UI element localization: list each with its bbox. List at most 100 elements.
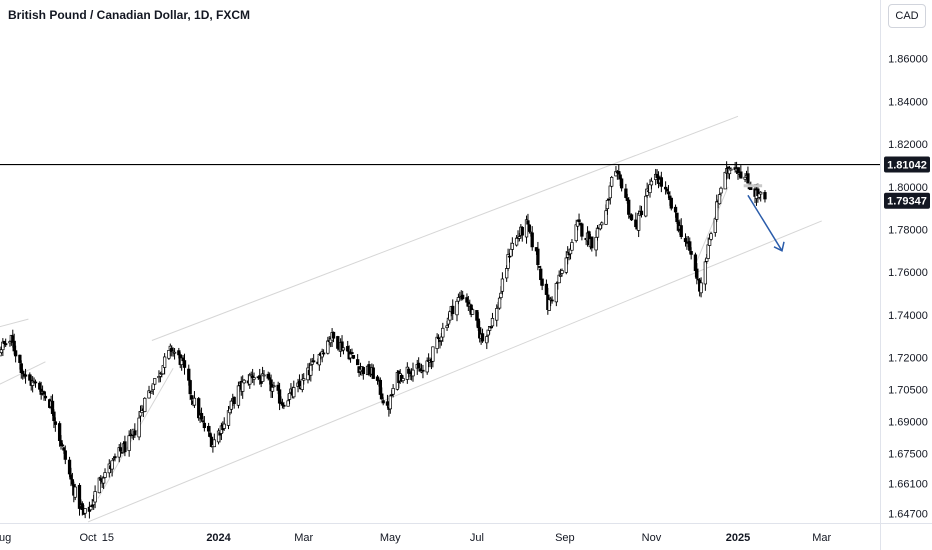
- candle-body-354: [699, 282, 703, 294]
- candle-body-126: [248, 374, 252, 385]
- candle-body-363: [717, 194, 722, 205]
- candle-body-264: [520, 226, 524, 236]
- candle-body-145: [286, 400, 290, 407]
- candle-body-96: [188, 380, 192, 395]
- candle-body-179: [351, 354, 356, 359]
- candle-body-308: [608, 185, 612, 199]
- candle-body-61: [118, 447, 123, 452]
- candle-body-124: [242, 379, 246, 384]
- candle-body-139: [272, 385, 276, 388]
- candle-body-90: [177, 350, 181, 356]
- candle-body-46: [89, 506, 93, 511]
- candle-body-326: [645, 188, 649, 196]
- candle-body-301: [595, 227, 600, 238]
- price-label-bg-0: [884, 156, 930, 173]
- candle-body-309: [610, 177, 614, 187]
- candle-body-336: [665, 188, 669, 192]
- candle-body-340: [673, 206, 678, 213]
- candle-body-105: [206, 425, 211, 432]
- candle-body-215: [425, 360, 429, 373]
- candle-body-319: [629, 214, 634, 221]
- candle-body-239: [470, 309, 475, 315]
- candle-body-199: [391, 388, 395, 395]
- candle-body-89: [172, 351, 177, 354]
- candle-body-94: [182, 360, 187, 368]
- x-tick-label-7: Sep: [555, 532, 575, 544]
- price-label-1: 1.79347: [887, 196, 927, 208]
- x-tick-label-9: 2025: [726, 532, 750, 544]
- candle-body-141: [277, 389, 282, 404]
- candle-body-30: [57, 423, 62, 441]
- candle-body-289: [570, 242, 574, 251]
- candle-body-33: [62, 447, 66, 451]
- candle-body-348: [688, 241, 692, 251]
- candle-body-285: [564, 257, 568, 273]
- y-tick-label-4: 1.78000: [888, 224, 928, 236]
- candle-body-10: [18, 354, 22, 363]
- candle-body-267: [527, 224, 532, 232]
- candle-body-4: [4, 343, 8, 346]
- candle-body-184: [361, 367, 365, 375]
- candle-body-119: [232, 396, 236, 405]
- candle-body-123: [241, 381, 245, 392]
- candle-body-197: [388, 395, 392, 410]
- candle-body-57: [110, 460, 114, 470]
- arrow-down-icon: [773, 241, 785, 252]
- candle-body-345: [683, 238, 688, 243]
- candle-body-47: [90, 504, 94, 507]
- candle-body-349: [689, 251, 693, 255]
- candle-body-146: [287, 393, 292, 400]
- candle-body-149: [292, 387, 296, 398]
- candle-body-44: [83, 508, 87, 514]
- candle-body-283: [558, 275, 563, 277]
- candle-body-294: [580, 223, 584, 237]
- x-tick-label-5: May: [380, 532, 401, 544]
- candle-body-144: [282, 404, 286, 407]
- candle-body-104: [202, 422, 207, 429]
- candle-body-225: [445, 325, 449, 329]
- candle-body-368: [727, 168, 732, 175]
- candle-body-28: [52, 411, 56, 422]
- x-tick-label-1: Oct: [79, 532, 96, 544]
- candle-body-335: [663, 186, 668, 190]
- candle-body-97: [189, 395, 194, 400]
- candle-body-260: [514, 237, 519, 246]
- candle-body-24: [43, 395, 48, 399]
- candle-body-379: [749, 186, 753, 191]
- candle-body-154: [302, 378, 306, 381]
- currency-button[interactable]: CAD: [888, 4, 926, 28]
- candle-body-262: [517, 236, 522, 239]
- candle-body-361: [715, 201, 719, 220]
- candle-body-151: [297, 380, 302, 387]
- price-axis-border: [880, 0, 881, 550]
- candle-body-129: [252, 377, 256, 380]
- candle-body-70: [137, 417, 141, 438]
- candle-body-255: [505, 268, 509, 279]
- candle-body-99: [192, 397, 197, 406]
- candle-body-341: [675, 212, 679, 223]
- candle-body-299: [590, 236, 594, 249]
- candle-body-275: [544, 283, 549, 295]
- candle-body-214: [421, 369, 425, 372]
- candle-body-164: [321, 352, 326, 355]
- candle-body-117: [229, 400, 233, 410]
- x-tick-label-0: Aug: [0, 532, 11, 544]
- channel-line-5: [693, 186, 729, 269]
- y-tick-label-11: 1.66100: [888, 479, 928, 491]
- candle-body-174: [341, 347, 346, 351]
- candle-body-193: [380, 393, 384, 400]
- candle-body-1: [0, 349, 4, 353]
- candle-body-344: [679, 225, 683, 237]
- candle-body-227: [448, 311, 452, 321]
- y-tick-label-6: 1.74000: [888, 310, 928, 322]
- candle-body-220: [435, 336, 439, 349]
- candle-body-35: [67, 459, 72, 475]
- y-tick-label-2: 1.82000: [888, 139, 928, 151]
- candle-body-114: [222, 423, 226, 429]
- candle-body-303: [598, 224, 602, 230]
- candle-body-50: [97, 477, 102, 494]
- candle-body-307: [607, 198, 611, 201]
- candle-body-351: [695, 268, 699, 279]
- candle-body-313: [618, 174, 622, 180]
